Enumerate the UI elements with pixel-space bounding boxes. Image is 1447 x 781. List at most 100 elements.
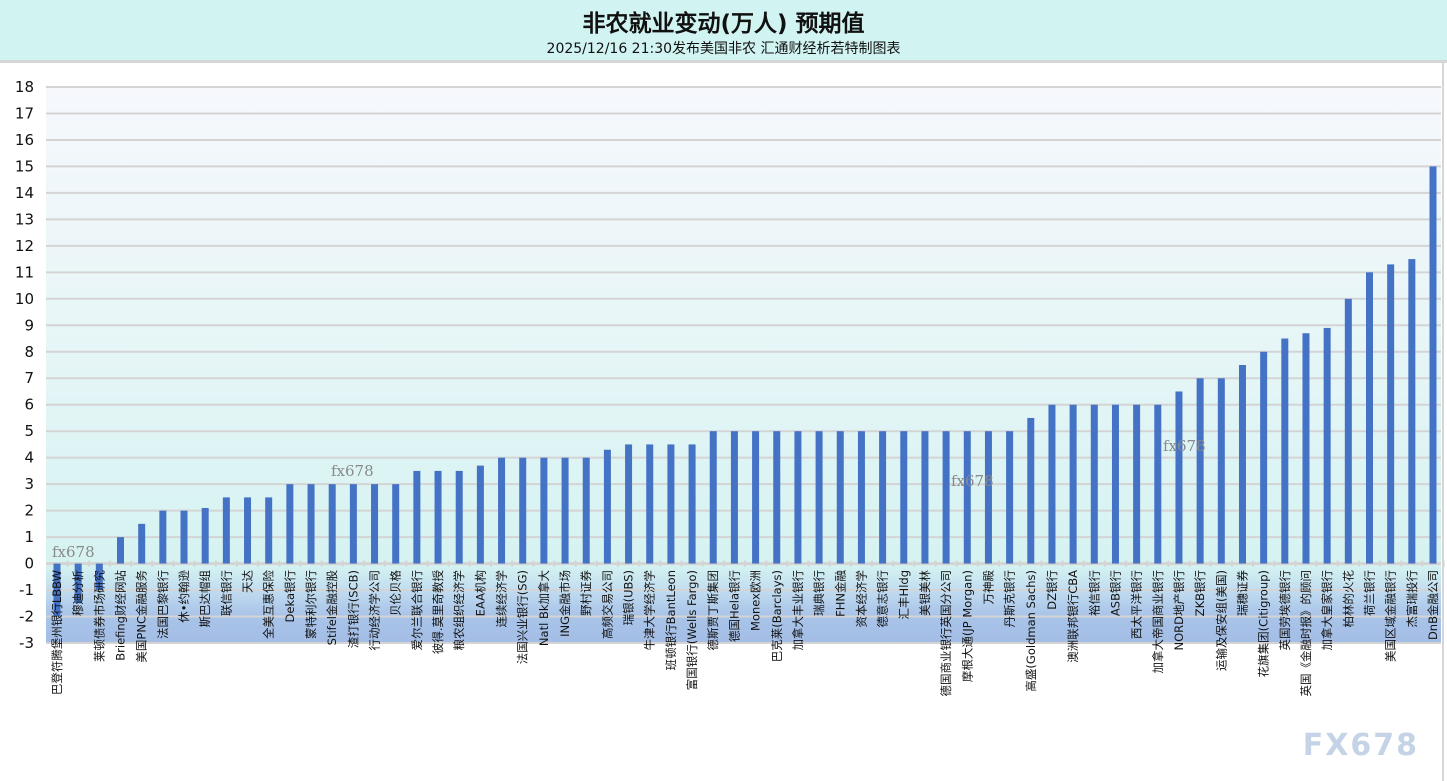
- x-tick-label: 联信银行: [219, 570, 233, 616]
- x-tick-label: 班顿银行BantLeon: [664, 570, 678, 670]
- x-axis-labels: 巴登符腾堡州银行LBBW 穆迪分析 莱顿债券市场研究 Briefing财经网站 美国PN…: [50, 570, 1440, 697]
- bar: [752, 431, 760, 564]
- x-tick-label: Briefing财经网站: [114, 570, 128, 661]
- bar: [498, 457, 506, 564]
- x-tick-label: 德国Hela银行: [727, 570, 741, 642]
- bar: [53, 563, 61, 617]
- y-tick-label: 16: [15, 131, 34, 149]
- bar: [74, 563, 82, 604]
- x-tick-label: Monex欧洲: [749, 570, 763, 631]
- x-tick-label: 彼得.莫里奇教授: [431, 570, 445, 655]
- x-tick-label: Natl Bk加拿大: [537, 570, 551, 647]
- x-tick-label: 巴克莱(Barclays): [770, 570, 784, 662]
- bar: [688, 444, 696, 564]
- x-tick-label: 摩根大通(JP Morgan): [960, 570, 974, 682]
- bar: [1069, 404, 1077, 564]
- x-tick-label: ASB银行: [1108, 570, 1122, 616]
- x-tick-label: 澳洲联邦银行CBA: [1066, 570, 1080, 663]
- y-tick-label: 6: [24, 396, 34, 414]
- bar: [1260, 351, 1268, 564]
- bar: [582, 457, 590, 564]
- watermark: fx678: [1163, 437, 1206, 455]
- x-tick-label: 美国PNC金融服务: [135, 570, 149, 663]
- bar: [413, 470, 421, 564]
- bar: [942, 431, 950, 564]
- y-tick-label: 15: [15, 157, 34, 175]
- x-tick-label: 法国巴黎银行: [156, 570, 170, 639]
- x-tick-label: Stifel金融控股: [325, 570, 339, 646]
- watermark: fx678: [331, 462, 374, 480]
- x-tick-label: 粮农组织经济学: [452, 570, 466, 651]
- x-tick-label: 牛津大学经济学: [643, 570, 657, 651]
- bar: [794, 431, 802, 564]
- chart-title: 非农就业变动(万人) 预期值: [582, 11, 865, 37]
- x-tick-label: 瑞穗证券: [1235, 570, 1249, 616]
- y-tick-label: 3: [24, 475, 34, 493]
- x-tick-label: 巴登符腾堡州银行LBBW: [50, 570, 64, 695]
- bar: [1344, 298, 1352, 564]
- x-tick-label: 柏林的火花: [1341, 570, 1355, 628]
- bar: [476, 465, 484, 564]
- bar: [519, 457, 527, 564]
- bar: [1175, 391, 1183, 564]
- bar: [646, 444, 654, 564]
- bar: [455, 470, 463, 564]
- bar: [434, 470, 442, 564]
- gridlines: [46, 86, 1445, 644]
- x-tick-label: 资本经济学: [854, 570, 868, 628]
- bar: [730, 431, 738, 564]
- y-tick-label: 2: [24, 502, 34, 520]
- x-tick-label: Deka银行: [283, 570, 297, 622]
- x-tick-label: 运输及保安组(美国): [1214, 570, 1228, 671]
- bar: [159, 510, 167, 564]
- bar: [1408, 259, 1416, 564]
- bar: [1090, 404, 1098, 564]
- bar: [1429, 166, 1437, 564]
- bar: [222, 497, 230, 564]
- bar: [1281, 338, 1289, 564]
- x-tick-label: 天达: [241, 570, 255, 593]
- x-tick-label: 花旗集团(Citigroup): [1257, 570, 1271, 677]
- watermark: fx678: [951, 472, 994, 490]
- x-tick-label: 蒙特利尔银行: [304, 570, 318, 639]
- bar: [95, 563, 103, 591]
- x-tick-label: 高盛(Goldman Sachs): [1024, 570, 1038, 692]
- bar: [1365, 272, 1373, 564]
- bar: [1111, 404, 1119, 564]
- y-tick-label: -1: [19, 581, 34, 599]
- bar: [815, 431, 823, 564]
- y-tick-label: 14: [15, 184, 34, 202]
- x-tick-label: 野村证券: [579, 570, 593, 616]
- fx678-logo: FX678: [1302, 728, 1419, 763]
- x-tick-label: DnB金融公司: [1426, 570, 1440, 640]
- watermark: fx678: [52, 543, 95, 561]
- x-tick-label: 西太平洋银行: [1130, 570, 1144, 639]
- x-tick-label: EAA机构: [473, 570, 487, 616]
- x-tick-label: 法国兴业银行(SG): [516, 570, 530, 664]
- bar: [138, 523, 146, 564]
- bar: [265, 497, 273, 564]
- bar: [1133, 404, 1141, 564]
- bar: [561, 457, 569, 564]
- bar: [1238, 365, 1246, 564]
- chart-subtitle: 2025/12/16 21:30发布美国非农 汇通财经析若特制图表: [546, 41, 901, 57]
- y-tick-label: 0: [24, 555, 34, 573]
- bar: [201, 507, 209, 564]
- x-tick-label: 荷兰银行: [1362, 570, 1376, 616]
- y-tick-label: 10: [15, 290, 34, 308]
- x-tick-label: 加拿大皇家银行: [1320, 570, 1334, 651]
- bar: [1154, 404, 1162, 564]
- x-tick-label: 美国区域金融银行: [1384, 570, 1398, 662]
- x-tick-label: 贝伦贝格: [389, 570, 403, 616]
- x-tick-label: 行动经济学公司: [368, 570, 382, 651]
- x-tick-label: NORD地产银行: [1172, 570, 1186, 651]
- bar: [328, 484, 336, 564]
- y-tick-label: 7: [24, 369, 34, 387]
- bar: [603, 449, 611, 564]
- x-tick-label: 美银美林: [918, 570, 932, 616]
- y-tick-label: 1: [24, 528, 34, 546]
- y-tick-label: 9: [24, 316, 34, 334]
- x-tick-label: 全美互惠保险: [262, 570, 276, 639]
